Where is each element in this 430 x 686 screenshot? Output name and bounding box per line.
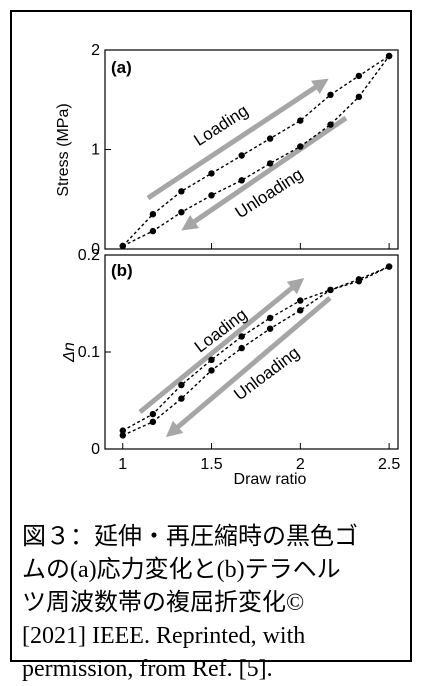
data-point-a-1 xyxy=(178,188,185,195)
data-point-a-2 xyxy=(385,52,393,60)
loading-arrow-b xyxy=(138,277,305,414)
data-point-a-1 xyxy=(208,170,215,177)
data-point-a-2 xyxy=(327,121,334,128)
unloading-arrow-a xyxy=(181,115,348,231)
data-point-a-1 xyxy=(327,91,334,99)
data-point-b-1 xyxy=(297,297,304,304)
y-tick-label-b: 0.2 xyxy=(78,247,100,264)
caption-line: ツ周波数帯の複屈折変化© xyxy=(22,590,305,616)
data-point-a-1 xyxy=(149,211,157,218)
panel-b: (b) Δn Draw ratio 00.10.21 1.5 2 2.5 Loadin… xyxy=(61,247,400,488)
series-line-a-1 xyxy=(122,55,390,247)
panel-b-frame xyxy=(104,254,399,450)
series-line-b-2 xyxy=(122,265,390,437)
panel-a-y-axis-label: Stress (MPa) xyxy=(55,103,72,196)
data-point-b-2 xyxy=(178,395,185,402)
y-tick-label-a: 1 xyxy=(91,142,100,159)
caption-line: permission, from Ref. [5]. xyxy=(22,656,273,682)
loading-arrow-a xyxy=(146,78,329,201)
data-point-a-1 xyxy=(266,135,274,142)
data-point-a-2 xyxy=(355,93,363,101)
data-point-b-2 xyxy=(385,263,393,270)
data-point-b-1 xyxy=(266,314,274,322)
panel-b-ticks: 0 0.1 0.2 1 1.5 2 2.5 xyxy=(78,247,401,473)
data-point-b-1 xyxy=(178,381,185,389)
data-point-a-2 xyxy=(266,160,274,167)
loading-annotation-a: Loading xyxy=(190,101,251,150)
data-point-b-2 xyxy=(119,432,127,439)
caption-line: ムの(a)応力変化と(b)テラヘル xyxy=(22,557,341,583)
data-point-a-2 xyxy=(149,227,157,235)
y-tick-label-a: 2 xyxy=(91,42,100,59)
data-point-b-2 xyxy=(266,325,274,332)
series-line-b-1 xyxy=(122,265,390,432)
panel-a-label: (a) xyxy=(111,58,132,77)
data-point-a-2 xyxy=(208,192,215,199)
unloading-arrow-b xyxy=(165,296,332,438)
data-point-a-2 xyxy=(238,177,245,184)
data-point-a-2 xyxy=(297,143,304,150)
y-tick-label-b: 0 xyxy=(91,441,100,458)
x-tick-label-b: 2 xyxy=(296,456,305,473)
data-point-b-2 xyxy=(355,278,363,285)
data-point-b-1 xyxy=(119,427,127,434)
panel-b-arrows xyxy=(138,277,332,438)
panel-a: (a) Stress (MPa) 012 Loading Unloading xyxy=(55,42,399,258)
data-point-a-1 xyxy=(238,152,245,159)
x-tick-label-b: 1.5 xyxy=(200,456,222,473)
data-point-a-1 xyxy=(355,72,363,80)
panel-a-data xyxy=(119,52,393,250)
data-point-b-2 xyxy=(327,286,334,294)
figure-plots: (a) Stress (MPa) 012 Loading Unloading (… xyxy=(55,42,400,488)
data-point-b-2 xyxy=(238,344,245,352)
panel-b-data xyxy=(119,263,393,439)
panel-b-x-axis-label: Draw ratio xyxy=(234,471,307,488)
data-point-b-2 xyxy=(149,418,157,425)
panel-b-label: (b) xyxy=(111,261,133,280)
panel-a-arrows xyxy=(146,78,348,231)
data-point-a-1 xyxy=(297,117,304,124)
data-point-a-2 xyxy=(119,242,127,250)
figure-caption: 図３：延伸・再圧縮時の黒色ゴ ムの(a)応力変化と(b)テラヘル ツ周波数帯の複… xyxy=(22,521,402,686)
data-point-b-2 xyxy=(297,307,304,314)
y-tick-label-b: 0.1 xyxy=(78,344,100,361)
data-point-a-2 xyxy=(178,209,185,216)
data-point-b-1 xyxy=(208,356,215,363)
panel-b-y-axis-label: Δn xyxy=(61,342,78,363)
data-point-b-1 xyxy=(149,410,157,418)
x-tick-label-b: 1 xyxy=(118,456,127,473)
y-tick-label-a: 0 xyxy=(91,241,100,258)
caption-line: [2021] IEEE. Reprinted, with xyxy=(22,623,306,649)
data-point-b-1 xyxy=(238,333,245,340)
series-line-a-2 xyxy=(122,55,390,247)
data-point-b-2 xyxy=(208,367,215,374)
caption-line: 図３：延伸・再圧縮時の黒色ゴ xyxy=(22,524,358,550)
x-tick-label-b: 2.5 xyxy=(378,456,400,473)
panel-a-ticks: 0 1 2 xyxy=(91,42,390,258)
